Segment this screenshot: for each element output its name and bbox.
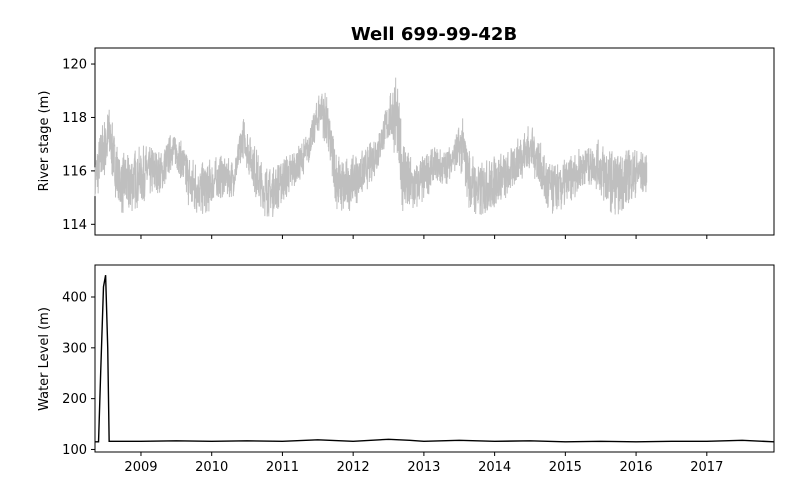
y-tick-label: 120 (62, 58, 87, 73)
river-stage-x-ticks (140, 235, 708, 239)
y-tick-label: 118 (62, 111, 87, 126)
x-tick-label: 2011 (266, 460, 299, 475)
y-tick-label: 116 (62, 164, 87, 179)
chart-title: Well 699-99-42B (351, 24, 517, 45)
y-tick-label: 300 (62, 341, 87, 356)
water-level-panel: Water Level (m) 100 200 300 400 2009 2010 201… (37, 264, 775, 475)
x-tick-label: 2015 (549, 460, 582, 475)
x-tick-label: 2009 (124, 460, 157, 475)
river-stage-axis-label: River stage (m) (37, 91, 52, 192)
river-stage-panel: River stage (m) 114 116 118 120 (37, 47, 775, 239)
river-stage-plot-frame (94, 47, 775, 236)
x-tick-label: 2013 (407, 460, 440, 475)
y-tick-label: 200 (62, 392, 87, 407)
water-level-y-ticks: 100 200 300 400 (62, 291, 95, 458)
x-tick-label: 2010 (195, 460, 228, 475)
x-tick-label: 2016 (620, 460, 653, 475)
river-stage-series (94, 77, 648, 218)
x-tick-label: 2012 (337, 460, 370, 475)
water-level-series (95, 275, 775, 443)
y-tick-label: 100 (62, 443, 87, 458)
x-tick-label: 2017 (690, 460, 723, 475)
water-level-plot-frame (94, 264, 775, 453)
x-tick-label: 2014 (478, 460, 511, 475)
river-stage-y-ticks: 114 116 118 120 (62, 58, 95, 233)
y-tick-label: 400 (62, 291, 87, 306)
water-level-line (95, 275, 775, 443)
y-tick-label: 114 (62, 218, 87, 233)
river-stage-line (94, 77, 648, 218)
water-level-axis-label: Water Level (m) (37, 307, 52, 411)
water-level-x-ticks: 2009 2010 2011 2012 2013 2014 2015 2016 2017 (124, 452, 723, 475)
